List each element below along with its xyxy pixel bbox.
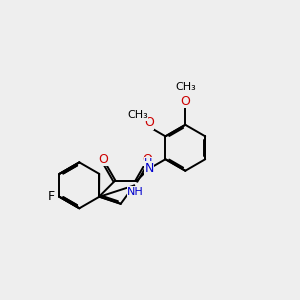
Text: NH: NH (127, 187, 144, 197)
Text: O: O (144, 116, 154, 129)
Text: CH₃: CH₃ (176, 82, 196, 92)
Text: F: F (48, 190, 55, 203)
Text: N: N (144, 162, 154, 175)
Text: O: O (142, 152, 152, 166)
Text: CH₃: CH₃ (127, 110, 148, 120)
Text: H: H (144, 158, 153, 168)
Text: O: O (98, 152, 108, 166)
Text: O: O (180, 94, 190, 108)
